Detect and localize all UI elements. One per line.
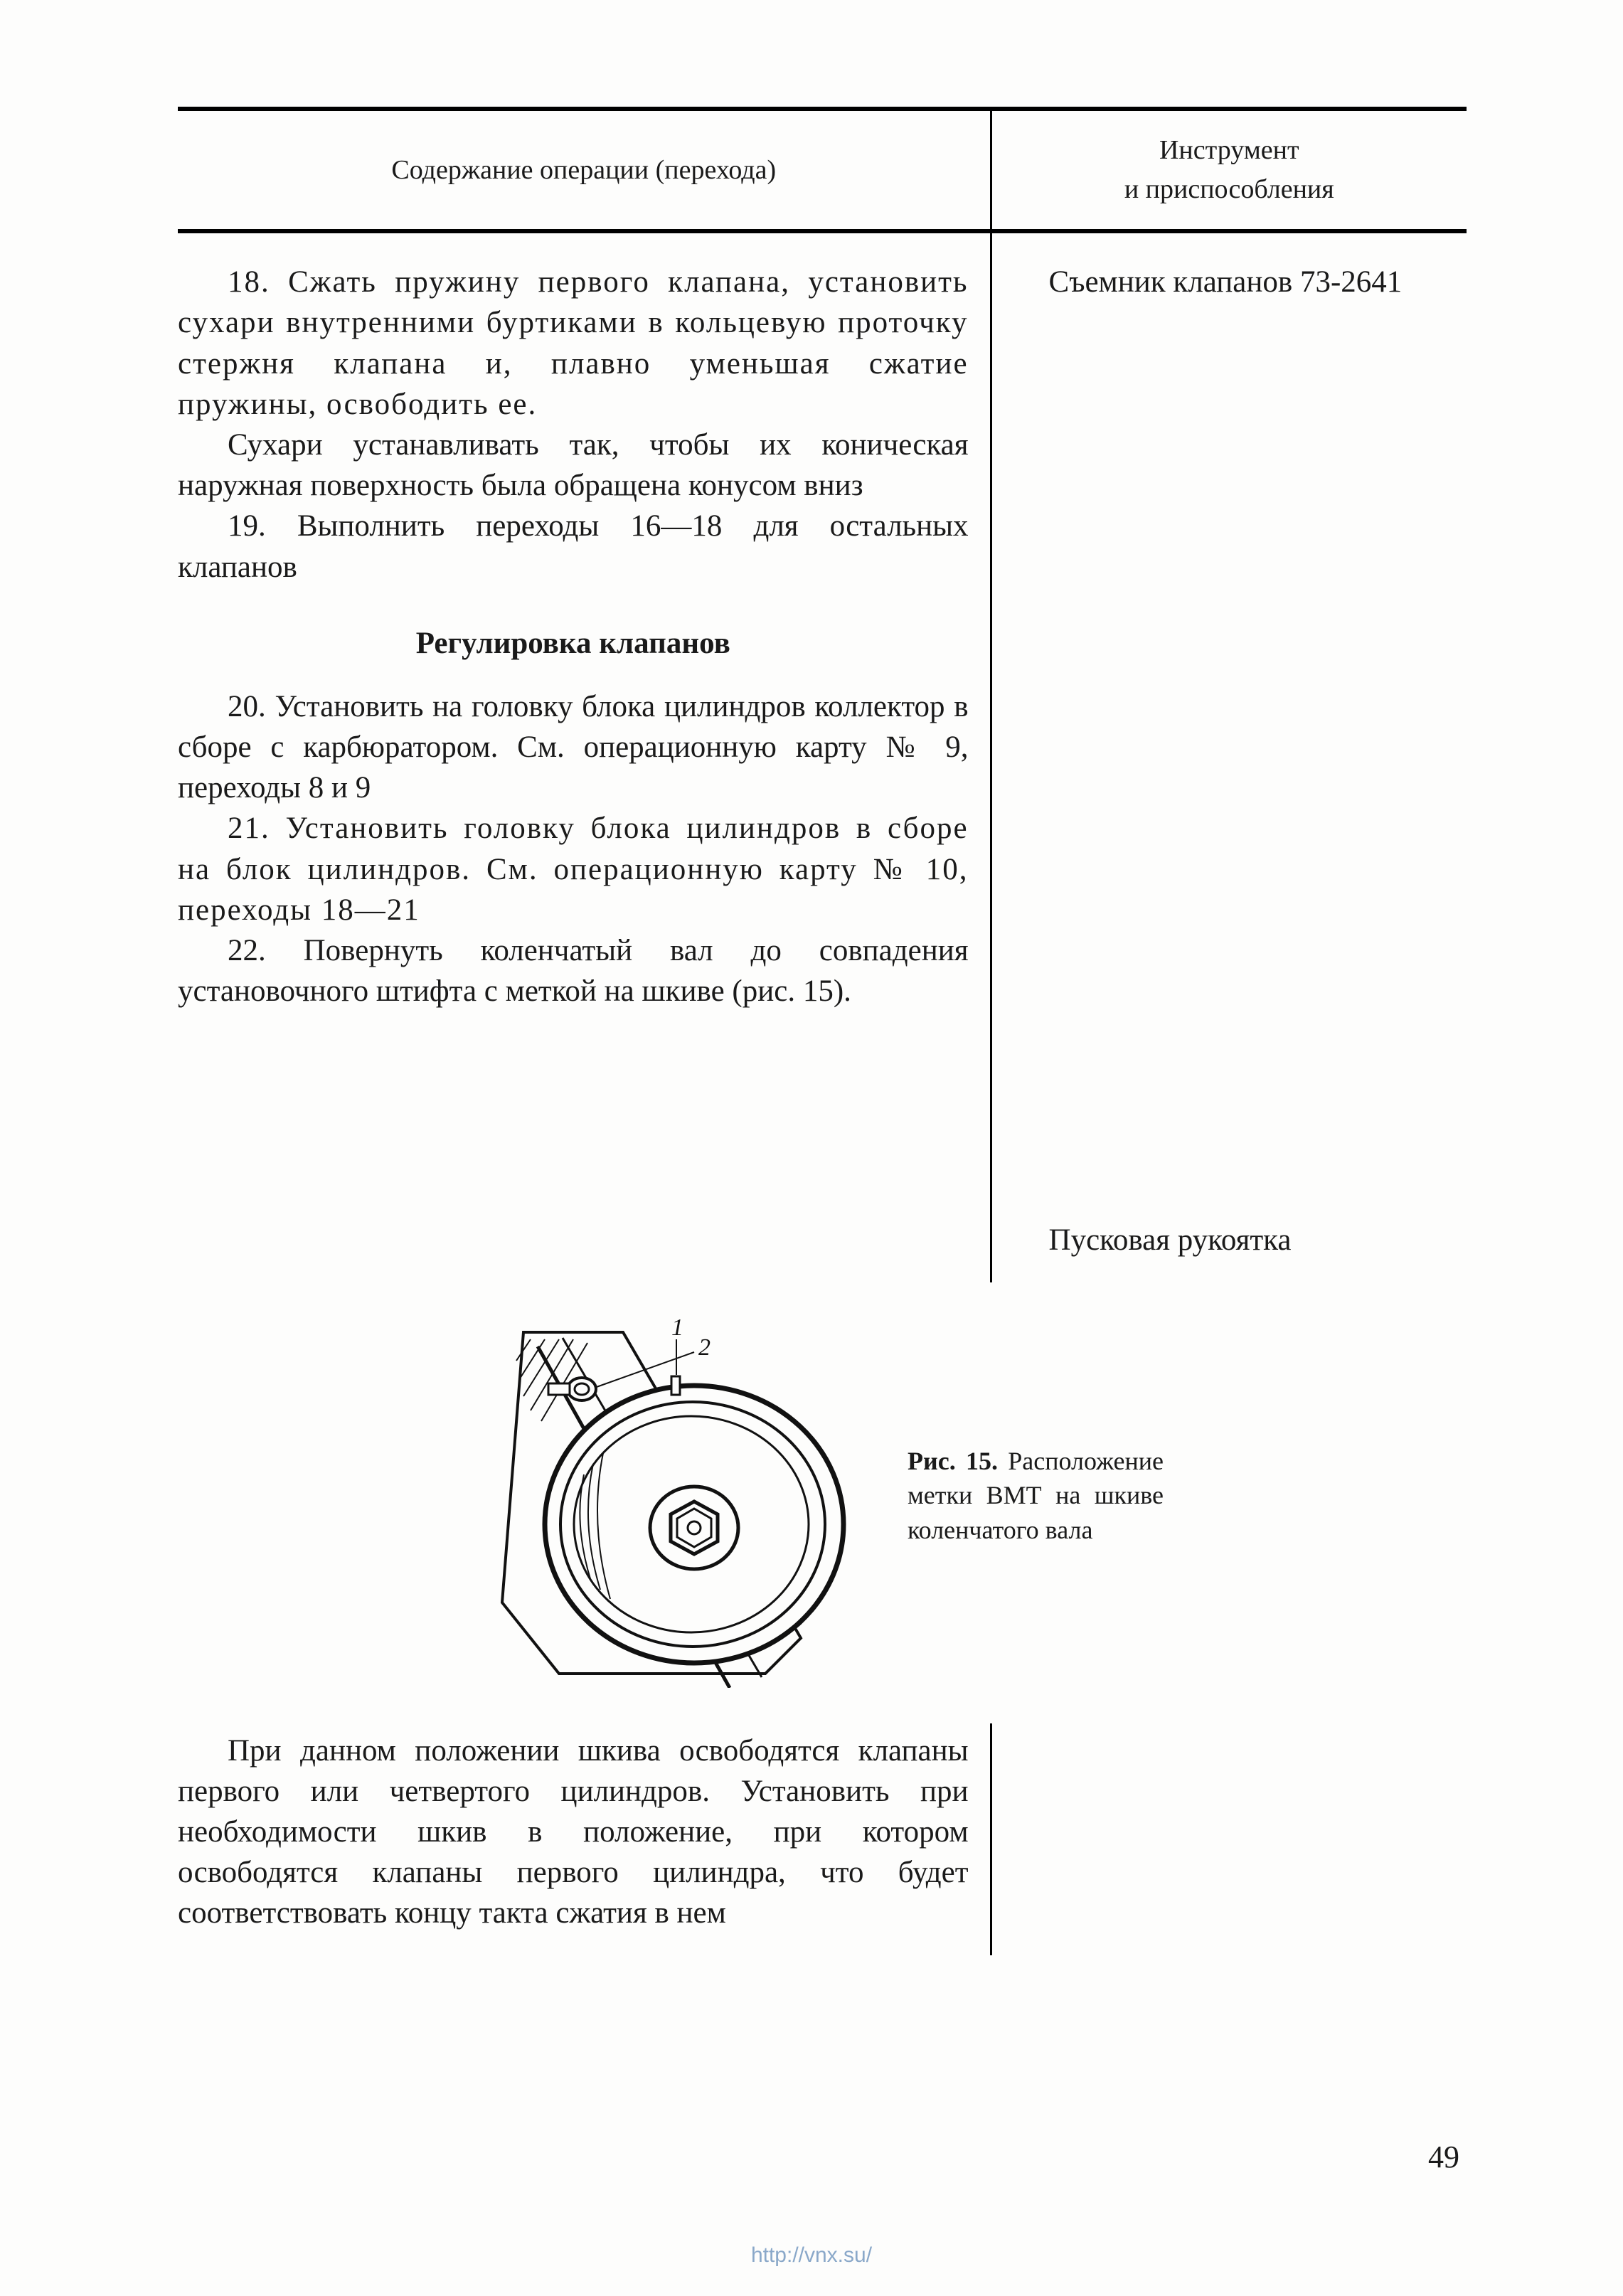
table-header-row: Содержание операции (перехода) Инструмен… <box>178 111 1467 229</box>
operations-column: 18. Сжать пружину первого клапана, устан… <box>178 233 990 1282</box>
tools-column: Съемник клапанов 73-2641 Пусковая рукоят… <box>990 233 1467 1282</box>
tool-spacer <box>1013 302 1467 1220</box>
content-block-1: 18. Сжать пружину первого клапана, устан… <box>178 233 1467 1282</box>
subheading-valve-adjustment: Регулировка клапанов <box>178 623 969 664</box>
figure-label-2: 2 <box>698 1334 711 1361</box>
paragraph-18b: Сухари устанавливать так, чтобы их конич… <box>178 425 969 506</box>
content-block-2: При данном положении шкива освободятся к… <box>178 1723 1467 1955</box>
document-page: Содержание операции (перехода) Инструмен… <box>0 0 1623 2296</box>
page-number: 49 <box>1428 2139 1459 2175</box>
operations-column-2: При данном положении шкива освободятся к… <box>178 1723 990 1955</box>
header-operations: Содержание операции (перехода) <box>178 111 990 229</box>
figure-caption-bold: Рис. 15. <box>908 1447 998 1475</box>
paragraph-19: 19. Выполнить переходы 16—18 для остальн… <box>178 506 969 587</box>
tool-18: Съемник клапанов 73-2641 <box>1013 262 1467 302</box>
figure-label-1: 1 <box>671 1314 683 1341</box>
paragraph-20: 20. Установить на головку блока цилиндро… <box>178 686 969 809</box>
figure-15-caption: Рис. 15. Расположение метки ВМТ на шкиве… <box>908 1444 1164 1548</box>
header-tools: Инструменти приспособления <box>990 111 1467 229</box>
tools-column-2 <box>990 1723 1467 1955</box>
figure-15: 1 2 Рис. 15. Расположение метки ВМТ на ш… <box>178 1304 1467 1688</box>
tool-22: Пусковая рукоятка <box>1013 1220 1467 1260</box>
footer-url: http://vnx.su/ <box>0 2243 1623 2268</box>
figure-15-illustration: 1 2 <box>481 1304 865 1688</box>
paragraph-22: 22. Повернуть коленчатый вал до совпаден… <box>178 930 969 1011</box>
paragraph-18a: 18. Сжать пружину первого клапана, устан… <box>178 262 969 425</box>
paragraph-21: 21. Установить головку блока цилиндров в… <box>178 808 969 930</box>
paragraph-after-figure: При данном положении шкива освободятся к… <box>178 1731 969 1934</box>
